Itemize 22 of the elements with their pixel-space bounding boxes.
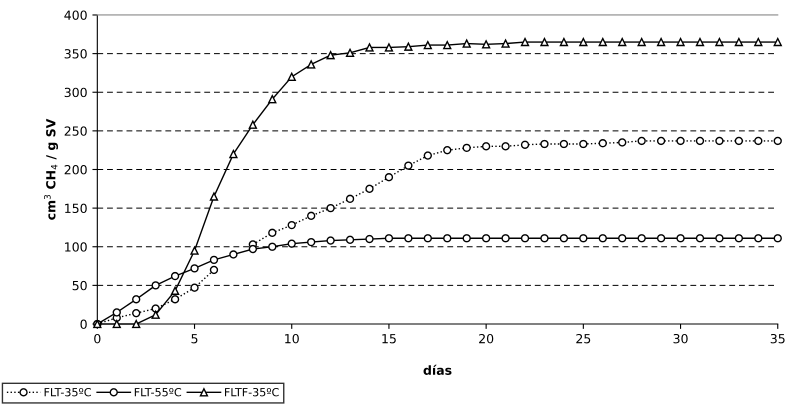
y-tick-label: 350: [64, 49, 87, 59]
x-tick-label: 15: [382, 334, 396, 344]
y-tick-label: 50: [72, 280, 87, 290]
x-tick-label: 20: [479, 334, 494, 344]
y-tick-label: 200: [64, 164, 87, 174]
x-tick-label: 35: [770, 334, 785, 344]
x-tick-label: 10: [285, 334, 299, 344]
legend-label: FLT-55ºC: [134, 388, 182, 396]
y-tick-label: 400: [64, 10, 87, 20]
legend-label: FLT-35ºC: [44, 388, 91, 396]
legend-label: FLTF-35ºC: [225, 388, 279, 396]
x-tick-label: 5: [192, 334, 198, 344]
y-tick-label: 100: [65, 242, 87, 252]
x-tick-label: 30: [674, 334, 688, 344]
x-tick-label: 25: [576, 334, 590, 344]
x-axis-title: días: [424, 364, 452, 375]
y-tick-label: 150: [65, 204, 87, 214]
y-tick-label: 0: [80, 319, 87, 329]
y-tick-label: 300: [64, 88, 87, 98]
y-axis-title: cm$^{3}$ CH$_{4}$ / g SV: [44, 118, 58, 220]
y-tick-label: 250: [64, 126, 87, 136]
x-tick-label: 0: [94, 334, 100, 344]
